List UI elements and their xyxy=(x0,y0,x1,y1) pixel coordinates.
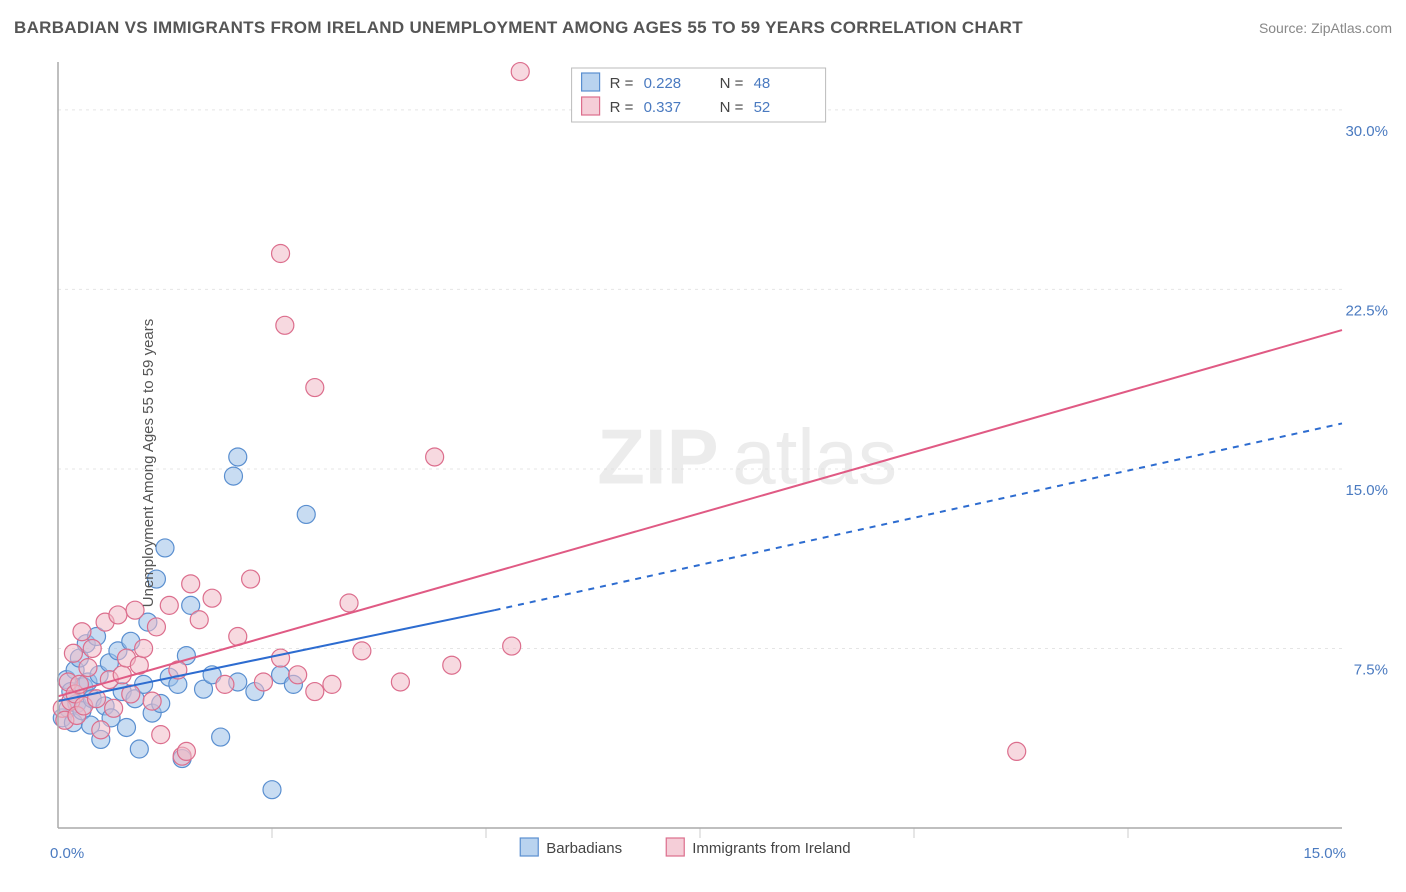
scatter-point xyxy=(229,448,247,466)
scatter-point xyxy=(511,63,529,81)
scatter-point xyxy=(353,642,371,660)
chart-area: Unemployment Among Ages 55 to 59 years 7… xyxy=(14,48,1392,878)
legend-n-label: N = xyxy=(720,99,744,116)
source-label: Source: ZipAtlas.com xyxy=(1259,20,1392,36)
scatter-point xyxy=(135,639,153,657)
legend-r-label: R = xyxy=(610,75,634,92)
scatter-point xyxy=(276,316,294,334)
scatter-point xyxy=(109,606,127,624)
regression-line xyxy=(58,330,1342,696)
scatter-point xyxy=(272,245,290,263)
scatter-point xyxy=(289,666,307,684)
scatter-point xyxy=(503,637,521,655)
y-axis-label: Unemployment Among Ages 55 to 59 years xyxy=(140,319,157,608)
scatter-point xyxy=(306,379,324,397)
scatter-point xyxy=(92,721,110,739)
scatter-point xyxy=(190,611,208,629)
legend-r-label: R = xyxy=(610,99,634,116)
scatter-point xyxy=(272,649,290,667)
legend-swatch xyxy=(666,838,684,856)
scatter-point xyxy=(83,639,101,657)
scatter-point xyxy=(182,575,200,593)
scatter-point xyxy=(143,692,161,710)
scatter-point xyxy=(297,505,315,523)
scatter-point xyxy=(73,623,91,641)
watermark: atlas xyxy=(732,412,897,500)
scatter-point xyxy=(426,448,444,466)
scatter-point xyxy=(306,683,324,701)
scatter-point xyxy=(443,656,461,674)
scatter-point xyxy=(323,675,341,693)
legend-swatch xyxy=(582,73,600,91)
ytick-label: 22.5% xyxy=(1345,302,1388,319)
scatter-point xyxy=(254,673,272,691)
scatter-point xyxy=(147,618,165,636)
scatter-point xyxy=(105,699,123,717)
legend-series-label: Immigrants from Ireland xyxy=(692,840,850,857)
legend-swatch xyxy=(520,838,538,856)
page-title: BARBADIAN VS IMMIGRANTS FROM IRELAND UNE… xyxy=(14,18,1023,38)
scatter-point xyxy=(113,666,131,684)
scatter-point xyxy=(177,742,195,760)
scatter-point xyxy=(216,675,234,693)
legend-r-value: 0.228 xyxy=(644,75,682,92)
scatter-point xyxy=(152,726,170,744)
scatter-point xyxy=(212,728,230,746)
scatter-point xyxy=(117,718,135,736)
scatter-point xyxy=(224,467,242,485)
ytick-label: 7.5% xyxy=(1354,661,1388,678)
watermark: ZIP xyxy=(597,412,718,500)
scatter-point xyxy=(1008,742,1026,760)
scatter-point xyxy=(203,589,221,607)
ytick-label: 30.0% xyxy=(1345,123,1388,140)
scatter-point xyxy=(242,570,260,588)
legend-n-value: 52 xyxy=(754,99,771,116)
scatter-point xyxy=(156,539,174,557)
scatter-point xyxy=(160,596,178,614)
xtick-label: 15.0% xyxy=(1303,845,1346,862)
scatter-point xyxy=(130,740,148,758)
scatter-point xyxy=(340,594,358,612)
ytick-label: 15.0% xyxy=(1345,482,1388,499)
legend-n-label: N = xyxy=(720,75,744,92)
xtick-label: 0.0% xyxy=(50,845,84,862)
legend-r-value: 0.337 xyxy=(644,99,682,116)
scatter-point xyxy=(79,659,97,677)
legend-swatch xyxy=(582,97,600,115)
legend-series-label: Barbadians xyxy=(546,840,622,857)
scatter-point xyxy=(64,644,82,662)
scatter-point xyxy=(263,781,281,799)
scatter-point xyxy=(391,673,409,691)
legend-n-value: 48 xyxy=(754,75,771,92)
